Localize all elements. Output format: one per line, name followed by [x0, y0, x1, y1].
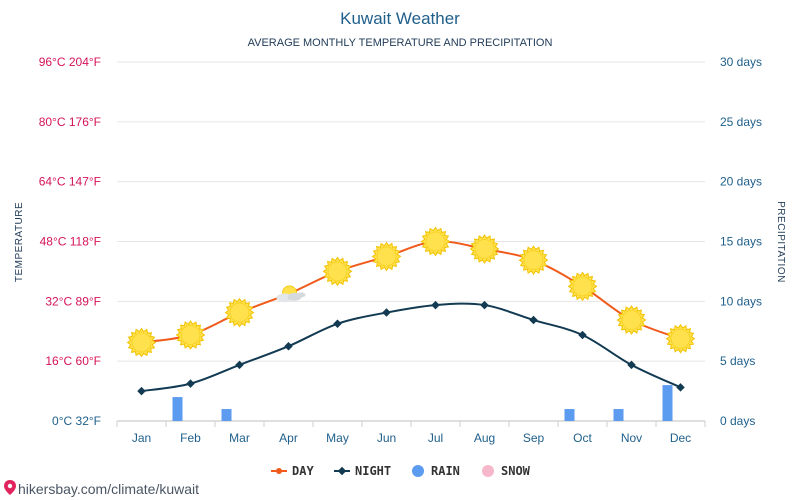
- y-right-tick-label: 25 days: [720, 115, 762, 129]
- legend-item-snow[interactable]: SNOW: [482, 464, 531, 478]
- rain-bar: [172, 397, 183, 421]
- night-point: [382, 308, 391, 317]
- y-right-axis-title: PRECIPITATION: [775, 201, 786, 283]
- x-tick-label: Apr: [279, 431, 298, 445]
- rain-bar: [564, 409, 575, 421]
- sun-core: [376, 246, 397, 267]
- night-point: [627, 360, 636, 370]
- night-point: [235, 360, 244, 370]
- weather-icons: [126, 226, 696, 358]
- cloud-part: [297, 292, 306, 298]
- x-tick-label: Jul: [428, 431, 443, 445]
- legend-night-marker: [337, 466, 347, 476]
- sun-icon: [518, 245, 549, 276]
- partly-cloudy-icon: [276, 285, 306, 303]
- x-tick-label: Oct: [573, 431, 592, 445]
- y-right-tick-label: 20 days: [720, 175, 762, 189]
- sun-icon: [665, 323, 696, 354]
- night-point: [186, 379, 195, 388]
- legend: DAY NIGHT RAIN SNOW: [271, 464, 531, 478]
- watermark-text: hikersbay.com/climate/kuwait: [18, 481, 199, 497]
- month-axis: Jan Feb Mar Apr May Jun Jul Aug Sep Oct Nov Dec: [132, 431, 691, 445]
- legend-rain-marker: [412, 465, 424, 477]
- sun-icon: [322, 256, 353, 287]
- y-left-tick-label: 0°C 32°F: [52, 414, 101, 428]
- legend-night-label: NIGHT: [355, 464, 391, 478]
- sun-icon: [567, 271, 598, 302]
- sun-core: [621, 310, 642, 330]
- day-line: [141, 240, 681, 344]
- night-point: [284, 341, 293, 351]
- x-tick-label: Dec: [670, 431, 691, 445]
- gridlines: [116, 61, 706, 427]
- watermark[interactable]: hikersbay.com/climate/kuwait: [4, 480, 199, 497]
- y-right-tick-label: 30 days: [720, 55, 762, 69]
- temperature-axis: 0°C 32°F 16°C 60°F 32°C 89°F 48°C 118°F 64°C…: [39, 55, 101, 428]
- temperature-lines: [137, 240, 685, 396]
- x-tick-label: Mar: [229, 431, 250, 445]
- sun-core: [327, 261, 348, 282]
- y-left-tick-label: 32°C 89°F: [45, 294, 101, 308]
- x-tick-label: May: [326, 431, 349, 445]
- sun-icon: [126, 327, 157, 358]
- sun-icon: [224, 297, 255, 328]
- x-tick-label: Jun: [377, 431, 396, 445]
- sun-core: [474, 239, 495, 259]
- y-right-tick-label: 5 days: [720, 354, 755, 368]
- night-point: [578, 330, 587, 340]
- legend-item-night[interactable]: NIGHT: [334, 464, 391, 478]
- legend-day-marker: [276, 468, 282, 474]
- y-right-tick-label: 0 days: [720, 414, 755, 428]
- legend-item-rain[interactable]: RAIN: [412, 464, 460, 478]
- x-tick-label: Feb: [180, 431, 201, 445]
- legend-item-day[interactable]: DAY: [271, 464, 314, 478]
- night-point: [333, 319, 342, 329]
- night-point: [431, 300, 440, 310]
- y-left-tick-label: 64°C 147°F: [39, 175, 101, 189]
- sun-core: [229, 302, 250, 323]
- legend-rain-label: RAIN: [431, 464, 460, 478]
- rain-bar: [662, 385, 673, 421]
- night-point: [676, 383, 685, 392]
- sun-core: [180, 325, 201, 345]
- legend-snow-label: SNOW: [501, 464, 531, 478]
- x-tick-label: Sep: [523, 431, 545, 445]
- sun-icon: [371, 241, 402, 272]
- chart-subtitle: AVERAGE MONTHLY TEMPERATURE AND PRECIPIT…: [248, 37, 553, 49]
- sun-core: [425, 231, 446, 252]
- sun-icon: [616, 305, 647, 335]
- precipitation-axis: 0 days 5 days 10 days 15 days 20 days 25 days…: [720, 55, 762, 428]
- y-left-tick-label: 16°C 60°F: [45, 354, 101, 368]
- x-tick-label: Jan: [132, 431, 151, 445]
- sun-core: [572, 276, 593, 297]
- location-pin-icon: [4, 480, 16, 495]
- legend-day-label: DAY: [292, 464, 314, 478]
- rain-bars: [172, 385, 673, 421]
- night-point: [137, 386, 146, 396]
- rain-bar: [221, 409, 232, 421]
- y-left-tick-label: 80°C 176°F: [39, 115, 101, 129]
- y-left-tick-label: 48°C 118°F: [40, 235, 101, 249]
- night-point: [480, 300, 489, 310]
- night-point: [529, 315, 538, 325]
- sun-icon: [469, 234, 500, 264]
- night-line: [141, 302, 681, 393]
- legend-snow-marker: [482, 465, 494, 477]
- y-right-tick-label: 15 days: [720, 235, 762, 249]
- sun-core: [131, 332, 152, 353]
- sun-icon: [420, 226, 451, 257]
- y-left-tick-label: 96°C 204°F: [39, 55, 101, 69]
- x-tick-label: Nov: [621, 431, 642, 445]
- x-tick-label: Aug: [474, 431, 495, 445]
- rain-bar: [613, 409, 624, 421]
- sun-core: [670, 328, 691, 349]
- sun-core: [523, 250, 544, 271]
- y-right-tick-label: 10 days: [720, 294, 762, 308]
- sun-icon: [175, 320, 206, 350]
- y-left-axis-title: TEMPERATURE: [14, 202, 25, 282]
- chart-title: Kuwait Weather: [340, 9, 460, 28]
